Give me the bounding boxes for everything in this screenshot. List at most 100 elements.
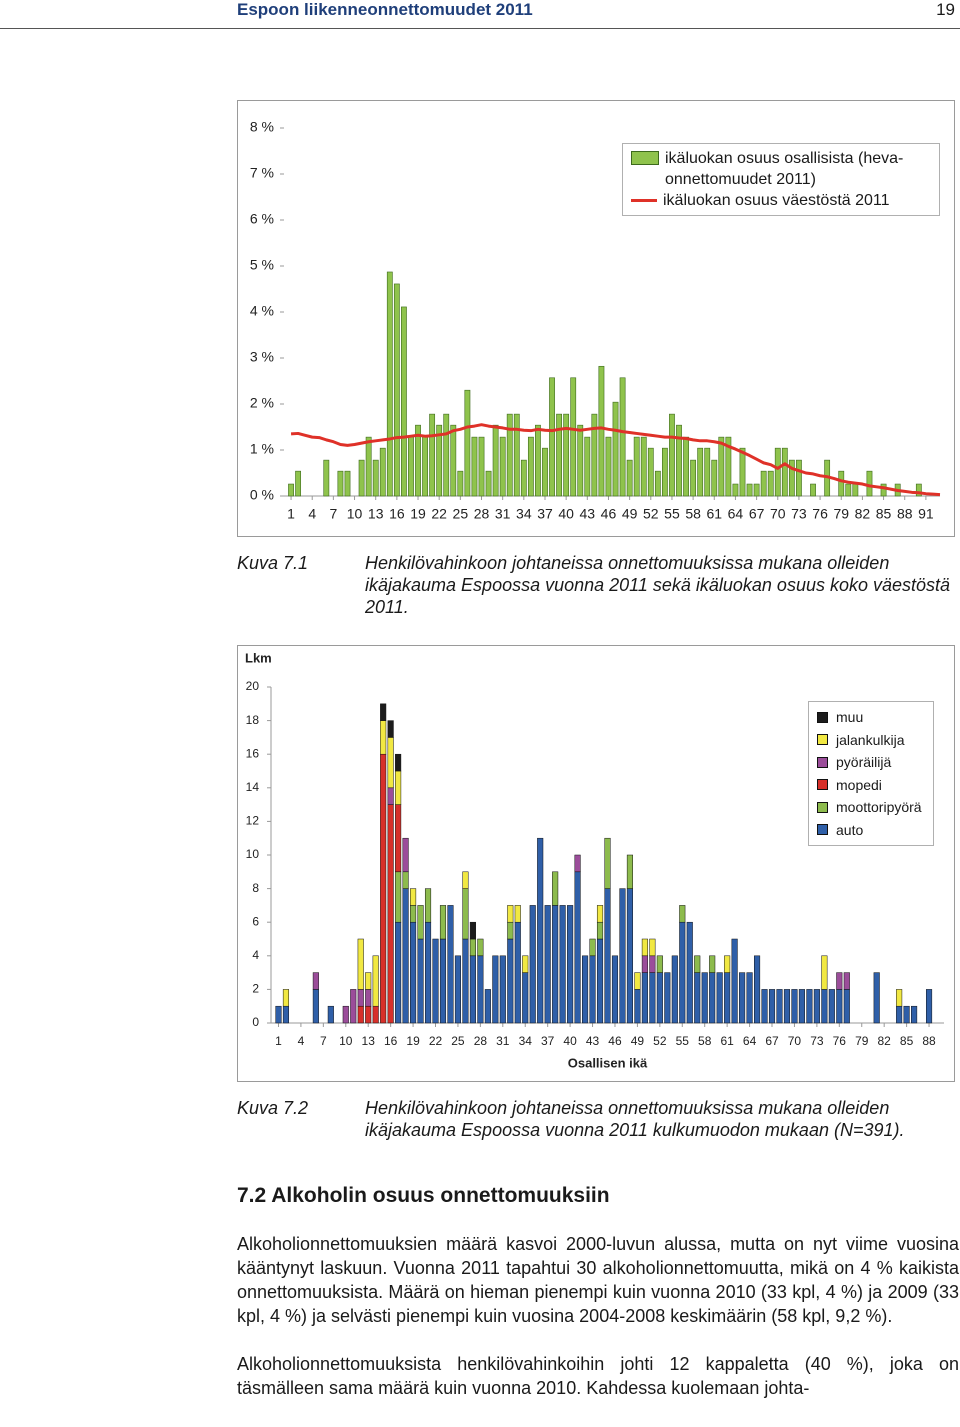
- bar: [739, 447, 746, 497]
- bar-segment: [477, 938, 484, 957]
- bar-segment: [716, 972, 723, 1024]
- page-number: 19: [936, 0, 955, 19]
- x-tick-label: 31: [495, 506, 511, 522]
- legend-label: jalankulkija: [836, 731, 905, 748]
- bar: [295, 470, 302, 497]
- bar: [379, 447, 386, 497]
- bar: [422, 436, 428, 497]
- legend-swatch: [817, 756, 828, 768]
- bar: [337, 470, 344, 497]
- bar-segment: [417, 938, 424, 1024]
- bar-segment: [761, 989, 768, 1024]
- x-tick-label: 49: [622, 506, 638, 522]
- bar: [866, 470, 873, 497]
- bar-segment: [709, 972, 716, 1024]
- y-tick-label: 6: [252, 914, 259, 928]
- bar-segment: [395, 871, 402, 923]
- bar-segment: [462, 871, 469, 889]
- bar-segment: [522, 955, 529, 973]
- y-tick-label: 16: [246, 746, 260, 760]
- y-tick-label: 8 %: [250, 119, 274, 135]
- bar-segment: [462, 938, 469, 1024]
- bar-segment: [492, 955, 499, 1024]
- bar-segment: [828, 989, 835, 1024]
- legend-entry: mopedi: [817, 774, 925, 797]
- x-tick-label: 28: [474, 506, 490, 522]
- bar: [697, 447, 704, 497]
- x-tick-label: 64: [728, 506, 744, 522]
- age-mode-chart: 0 2 4 6 8 10 12 14 16 18 20 1 4 7 10 13 16 19 22 25 28 31 34 37…: [237, 645, 955, 1082]
- bar-segment: [417, 905, 424, 940]
- legend-label: pyöräilijä: [836, 754, 892, 770]
- figure-caption: Henkilövahinkoon johtaneissa onnettomuuk…: [365, 553, 951, 617]
- bar-segment: [626, 854, 633, 889]
- bar: [704, 447, 711, 497]
- bar-segment: [312, 989, 319, 1024]
- legend: muu jalankulkija pyöräilijä mopedi moottorip…: [808, 701, 934, 846]
- bar-segment: [507, 905, 514, 923]
- y-tick-label: 10: [246, 847, 260, 861]
- bar: [796, 459, 802, 497]
- x-tick-label: 19: [410, 506, 426, 522]
- x-tick-label: 25: [453, 506, 469, 522]
- bar-segment: [679, 905, 686, 923]
- bar: [577, 424, 584, 497]
- x-tick-label: 79: [833, 506, 849, 522]
- x-tick-label: 10: [347, 506, 363, 522]
- bar-segment: [731, 938, 738, 1024]
- bar-segment: [679, 921, 686, 1024]
- y-tick-label: 18: [246, 713, 260, 727]
- x-tick-label: 61: [706, 506, 722, 522]
- bar-segment: [686, 921, 693, 1024]
- legend-entry: muu: [817, 706, 925, 729]
- bar-segment: [582, 955, 589, 1024]
- x-tick-label: 88: [922, 1034, 936, 1048]
- bar-segment: [380, 753, 387, 1024]
- bar: [633, 436, 640, 497]
- x-tick-label: 13: [368, 506, 384, 522]
- x-tick-label: 13: [362, 1034, 376, 1048]
- bar-segment: [454, 955, 461, 1024]
- bar-segment: [380, 720, 387, 755]
- bar: [598, 365, 605, 497]
- x-tick-label: 37: [541, 1034, 555, 1048]
- legend-swatch: [631, 199, 657, 202]
- paragraph: Alkoholionnettomuuksista henkilövahinkoi…: [237, 1354, 959, 1398]
- legend-label: auto: [836, 821, 864, 838]
- x-tick-label: 55: [676, 1034, 690, 1048]
- x-tick-label: 7: [320, 1034, 327, 1048]
- x-tick-label: 37: [537, 506, 553, 522]
- x-tick-label: 76: [812, 506, 828, 522]
- bar: [838, 470, 845, 497]
- bar-segment: [395, 753, 402, 772]
- bar: [478, 436, 485, 497]
- bar-segment: [514, 905, 521, 923]
- section-body: Alkoholionnettomuuksien määrä kasvoi 200…: [237, 1232, 959, 1424]
- bar: [676, 424, 682, 497]
- bar-segment: [365, 989, 372, 1007]
- bar-segment: [836, 989, 843, 1024]
- bar-segment: [514, 921, 521, 1024]
- bar-segment: [282, 989, 290, 1007]
- bar-segment: [656, 972, 663, 1024]
- y-tick-label: 6 %: [250, 211, 274, 227]
- bar-segment: [552, 871, 559, 906]
- bar-segment: [649, 972, 656, 1024]
- bar-segment: [649, 938, 656, 957]
- y-tick-label: 4 %: [250, 303, 274, 319]
- bar: [492, 424, 499, 497]
- y-tick-label: 4: [252, 948, 259, 962]
- bar-segment: [357, 1005, 364, 1024]
- y-tick-label: 12: [246, 814, 260, 828]
- bar: [542, 447, 548, 497]
- legend-entry: ikäluokan osuus osallisista (heva-onnett…: [631, 148, 931, 190]
- bar-segment: [664, 972, 671, 1024]
- bar: [810, 483, 816, 497]
- bar-segment: [282, 1005, 290, 1024]
- bar-segment: [529, 905, 536, 1024]
- bar-segment: [813, 989, 820, 1024]
- bar: [662, 447, 668, 497]
- x-tick-label: 67: [765, 1034, 779, 1048]
- bar: [570, 377, 577, 497]
